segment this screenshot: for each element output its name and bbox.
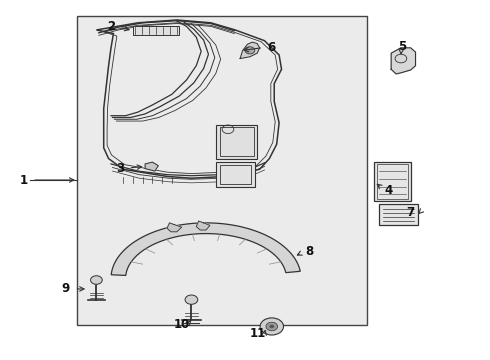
Polygon shape: [240, 42, 260, 59]
Bar: [220, 127, 254, 156]
Circle shape: [245, 47, 255, 54]
Bar: [374, 162, 411, 202]
Bar: [216, 162, 255, 187]
Bar: [216, 125, 257, 158]
Circle shape: [185, 295, 198, 304]
Bar: [220, 165, 251, 184]
Text: 4: 4: [385, 184, 393, 197]
Text: 8: 8: [306, 245, 314, 258]
Text: 2: 2: [107, 20, 115, 33]
Text: 1: 1: [19, 174, 27, 186]
Text: 9: 9: [62, 283, 70, 296]
Text: 7: 7: [407, 206, 415, 219]
Bar: [77, 16, 367, 325]
Bar: [379, 204, 418, 225]
Polygon shape: [167, 223, 182, 232]
Circle shape: [266, 322, 278, 331]
Circle shape: [91, 276, 102, 284]
Text: 10: 10: [173, 318, 190, 331]
Text: 11: 11: [250, 327, 266, 340]
Polygon shape: [391, 48, 416, 74]
Bar: [133, 26, 179, 35]
Text: 5: 5: [398, 40, 407, 53]
Polygon shape: [145, 162, 158, 171]
Polygon shape: [196, 221, 210, 230]
Polygon shape: [111, 223, 300, 275]
Text: 6: 6: [268, 41, 276, 54]
Circle shape: [270, 325, 274, 328]
Text: 3: 3: [116, 162, 124, 175]
Circle shape: [260, 318, 284, 335]
Bar: [377, 164, 408, 199]
